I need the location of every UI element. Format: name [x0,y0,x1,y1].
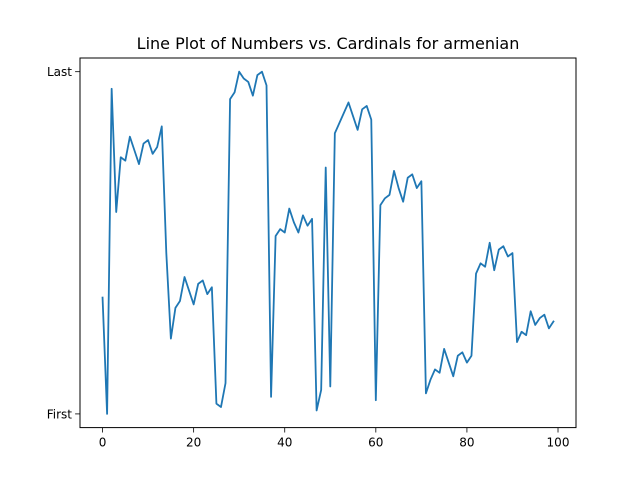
x-tick-label: 80 [459,436,474,450]
x-tick-label: 0 [99,436,107,450]
x-tick-label: 20 [186,436,201,450]
axes-frame [79,57,577,429]
y-axis: First Last [47,65,80,421]
x-tick-label: 60 [368,436,383,450]
x-tick-label: 100 [547,436,570,450]
x-tick-label: 40 [277,436,292,450]
y-tick-label: First [47,407,73,421]
chart-title: Line Plot of Numbers vs. Cardinals for a… [137,34,520,53]
plot-area [101,70,555,415]
series-line-0 [101,70,555,415]
x-axis: 0 20 40 60 80 100 [99,427,570,450]
y-tick-label: Last [47,65,72,79]
